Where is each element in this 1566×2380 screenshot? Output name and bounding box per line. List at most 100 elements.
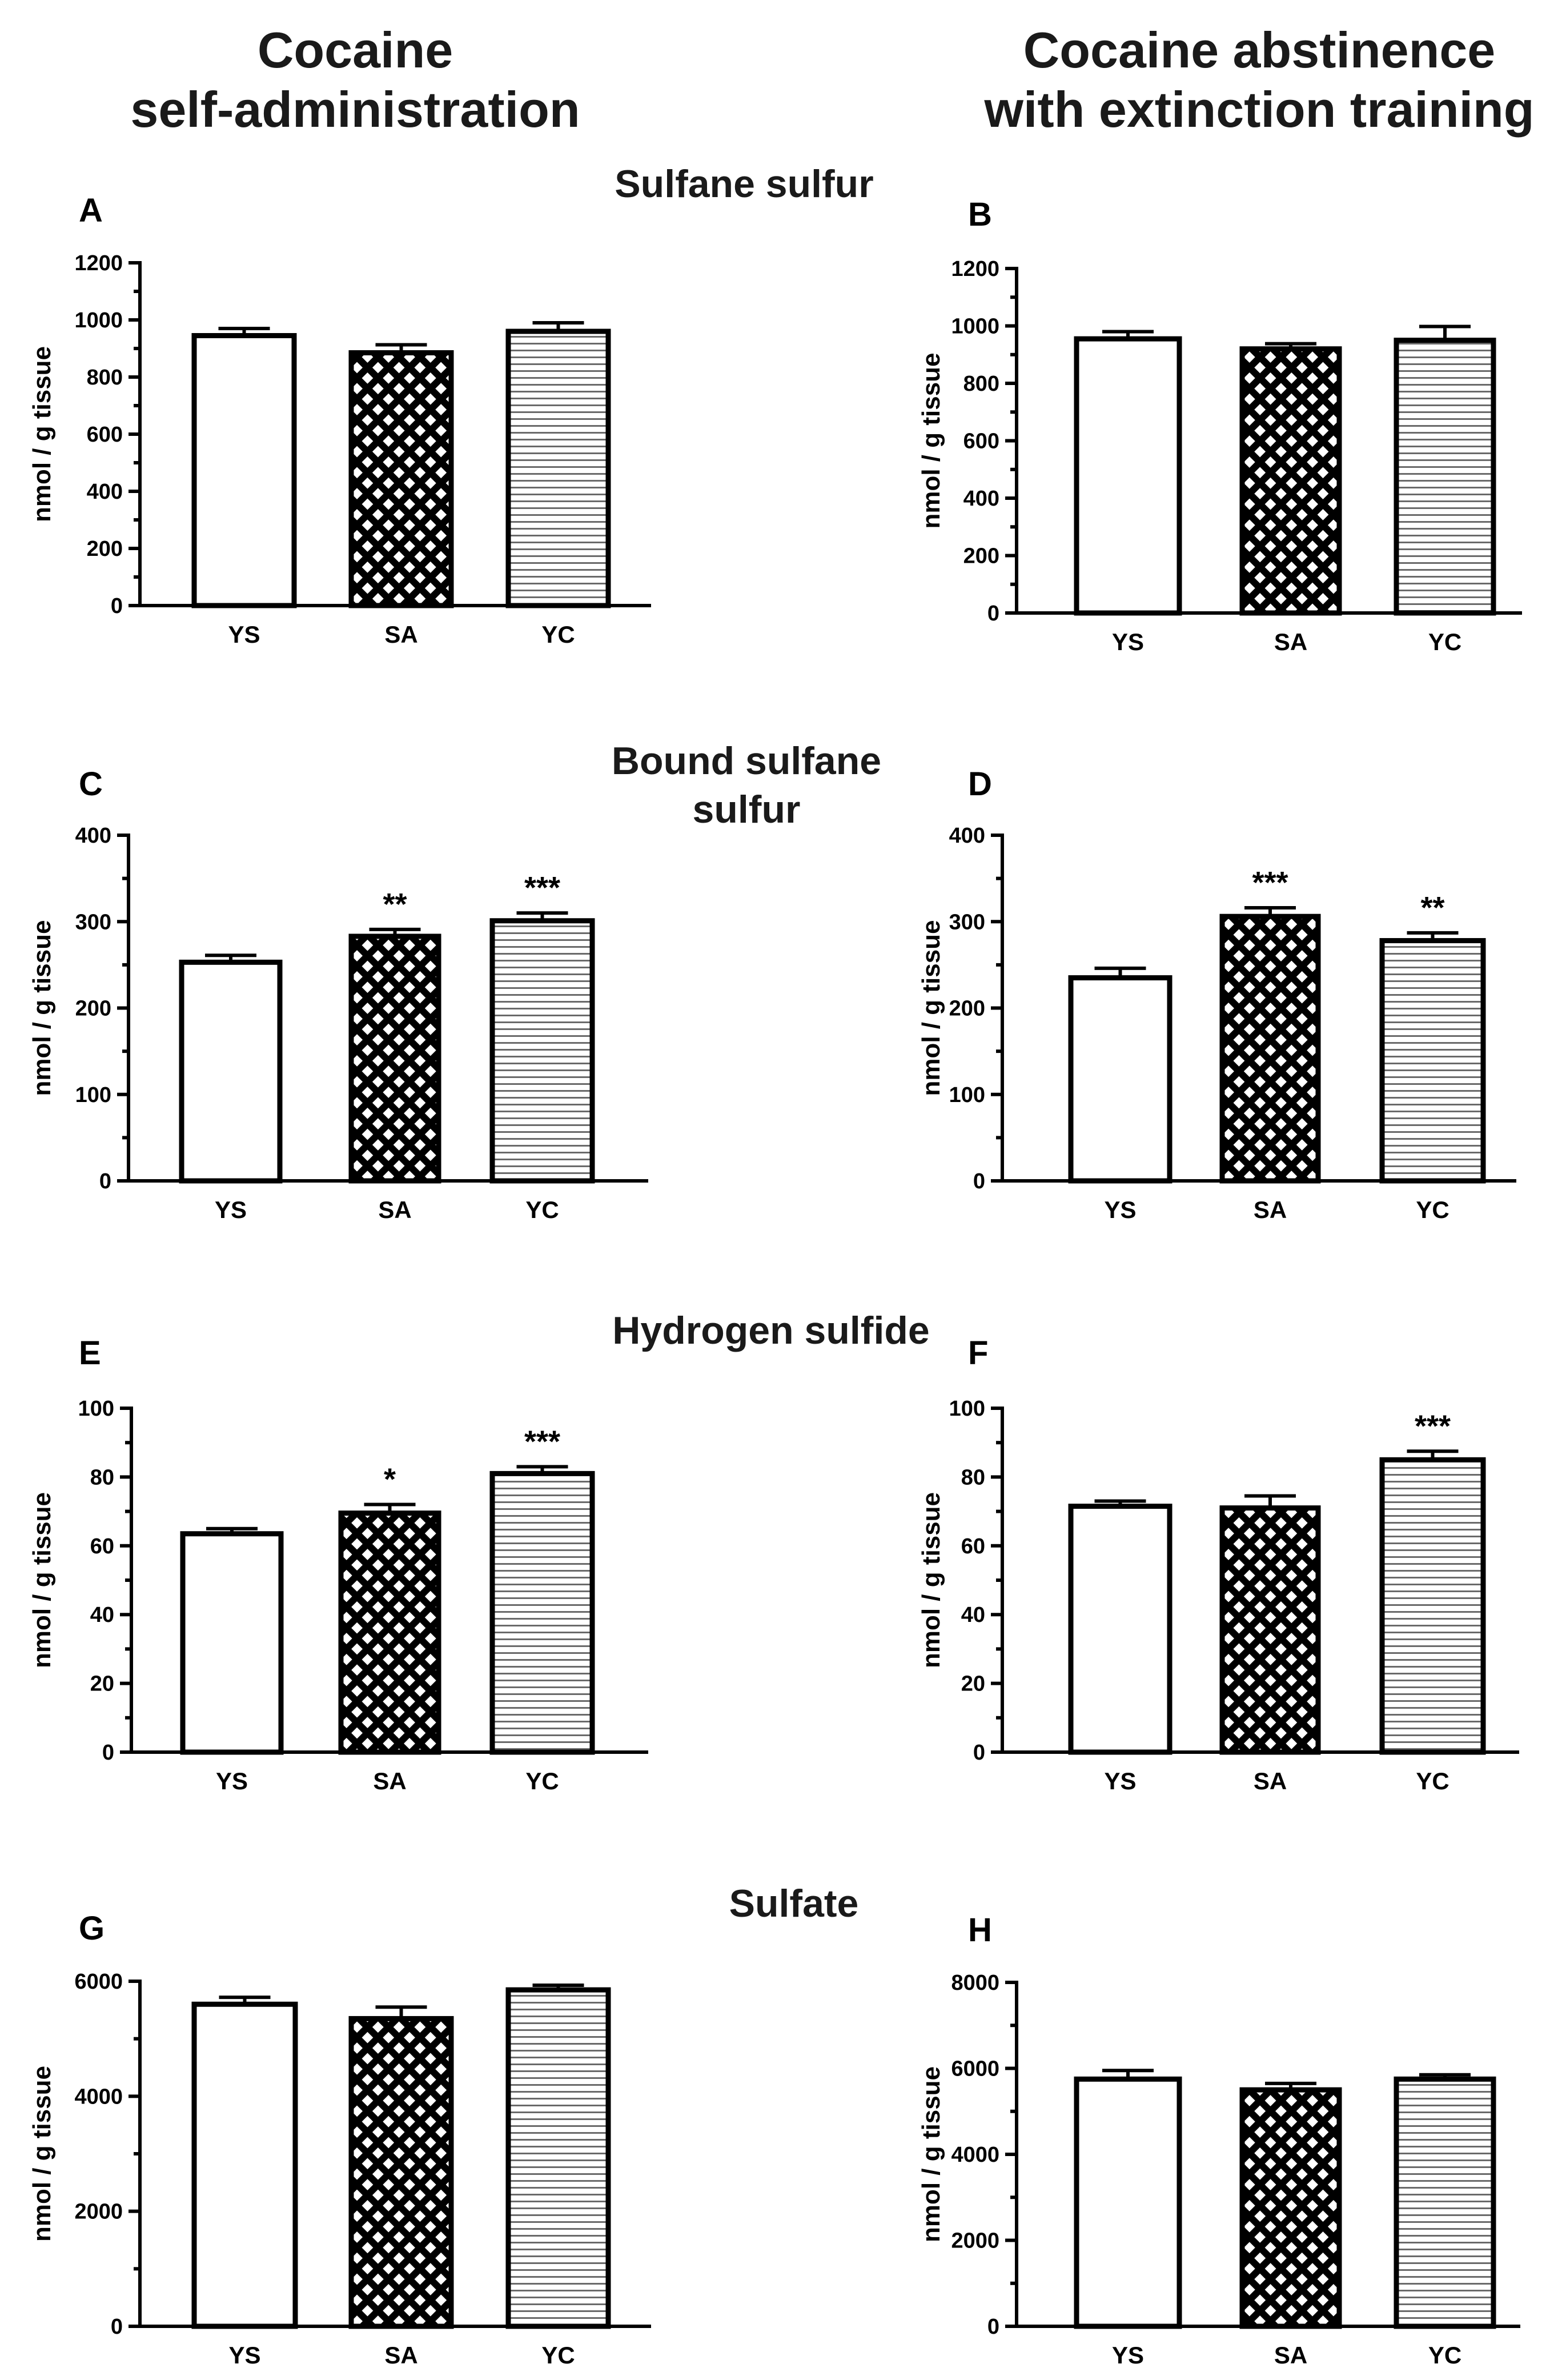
panel-b-category-label-sa: SA [1274,628,1307,655]
row-title-hydrogen-sulfide: Hydrogen sulfide [612,1309,929,1352]
panel-a-category-label-ys: YS [228,621,260,648]
panel-c-significance-sa: ** [383,887,407,921]
panel-g-y-axis-title: nmol / g tissue [28,2066,56,2242]
row-title-bound-sulfane-line1: Bound sulfane [612,739,881,783]
panel-f-y-tick-label: 80 [961,1465,985,1489]
panel-d-y-tick-label: 400 [949,824,985,848]
panel-b-bar-ys [1074,336,1182,616]
panel-h-label: H [968,1912,992,1949]
panel-e-y-tick-label: 0 [102,1741,114,1765]
row-title-sulfane-sulfur: Sulfane sulfur [615,162,873,206]
panel-d-y-tick-label: 300 [949,910,985,934]
panel-d-y-axis-title: nmol / g tissue [917,920,945,1096]
panel-h-y-tick-label: 8000 [951,1971,999,1995]
panel-d-y-tick-label: 100 [949,1083,985,1107]
panel-a-bar-sa [348,350,454,608]
panel-f-bar-sa [1219,1505,1321,1755]
panel-a-category-label-sa: SA [384,621,417,648]
panel-c-y-tick-label: 100 [75,1083,111,1107]
panel-c-bar-ys [179,959,283,1184]
panel-h-y-tick-label: 4000 [951,2143,999,2167]
panel-h-bar-yc [1394,2076,1496,2329]
panel-b-label: B [968,196,992,233]
panel-f-y-tick-label: 100 [949,1397,985,1421]
panel-d-bar-ys [1068,975,1173,1184]
panel-e-bar-ys [180,1531,284,1755]
panel-b-category-label-yc: YC [1428,628,1461,655]
panel-h-category-label-yc: YC [1428,2342,1461,2369]
panel-e-y-tick-label: 20 [90,1672,114,1696]
panel-h-y-tick-label: 0 [987,2315,999,2339]
panel-d-category-label-ys: YS [1104,1196,1136,1223]
panel-g-label: G [79,1910,105,1947]
panel-b-y-tick-label: 1000 [951,315,999,339]
panel-d-bar-yc [1379,938,1486,1184]
left-column-title-line1: Cocaine [258,22,453,78]
panel-d-bar-sa [1219,913,1321,1184]
panel-b-bar-yc [1394,338,1496,616]
panel-a-y-tick-label: 800 [87,366,123,390]
panel-e-category-label-yc: YC [525,1768,559,1794]
panel-d-label: D [968,766,992,803]
panel-h-bar-sa [1239,2087,1342,2329]
panel-d-category-label-yc: YC [1416,1196,1449,1223]
panel-b-y-tick-label: 600 [963,430,999,454]
panel-b-y-tick-label: 0 [987,602,999,626]
panel-a-y-tick-label: 400 [87,480,123,504]
panel-e-bar-sa [338,1510,441,1755]
panel-h-bar-ys [1074,2076,1182,2329]
panel-g-y-tick-label: 0 [111,2315,123,2339]
panel-c-bar-yc [489,918,595,1184]
panel-d-significance-yc: ** [1420,891,1444,925]
panel-h-category-label-sa: SA [1274,2342,1307,2369]
panel-b-y-axis-title: nmol / g tissue [917,352,945,528]
panel-a-label: A [79,192,103,229]
panel-d-significance-sa: *** [1252,866,1288,900]
panel-g-category-label-sa: SA [384,2342,417,2369]
panel-h-y-axis-title: nmol / g tissue [917,2066,945,2242]
panel-h-category-label-ys: YS [1112,2342,1144,2369]
panel-d-y-tick-label: 0 [973,1169,985,1193]
panel-e-significance-sa: * [384,1463,396,1497]
panel-e-y-tick-label: 60 [90,1534,114,1558]
panel-e-y-tick-label: 100 [78,1397,114,1421]
panel-c-y-tick-label: 400 [75,824,111,848]
panel-a-y-tick-label: 200 [87,537,123,561]
panel-e-significance-yc: *** [524,1424,560,1459]
panel-a-y-tick-label: 1200 [74,251,123,275]
panel-c-y-tick-label: 300 [75,910,111,934]
panel-a-bar-ys [191,333,297,608]
panel-f-bar-ys [1068,1504,1173,1755]
panel-b-y-tick-label: 400 [963,487,999,511]
panel-a-category-label-yc: YC [541,621,575,648]
panel-d-category-label-sa: SA [1254,1196,1287,1223]
panel-f-y-axis-title: nmol / g tissue [917,1492,945,1668]
panel-c-category-label-ys: YS [215,1196,247,1223]
panel-f-y-tick-label: 20 [961,1672,985,1696]
panel-f-y-tick-label: 0 [973,1741,985,1765]
row-title-sulfate: Sulfate [729,1882,859,1925]
panel-g-category-label-ys: YS [228,2342,260,2369]
panel-c-category-label-yc: YC [525,1196,559,1223]
panel-f-label: F [968,1335,988,1372]
panel-f-category-label-yc: YC [1416,1768,1449,1794]
panel-b-category-label-ys: YS [1112,628,1144,655]
panel-c-significance-yc: *** [524,871,560,905]
panel-b-y-tick-label: 1200 [951,257,999,281]
panel-a-bar-yc [505,328,611,608]
panel-c-category-label-sa: SA [378,1196,411,1223]
left-column-title-line2: self-administration [130,81,580,138]
panel-d-y-tick-label: 200 [949,997,985,1021]
panel-a-y-tick-label: 1000 [74,308,123,332]
right-column-title-line2: with extinction training [983,81,1534,138]
